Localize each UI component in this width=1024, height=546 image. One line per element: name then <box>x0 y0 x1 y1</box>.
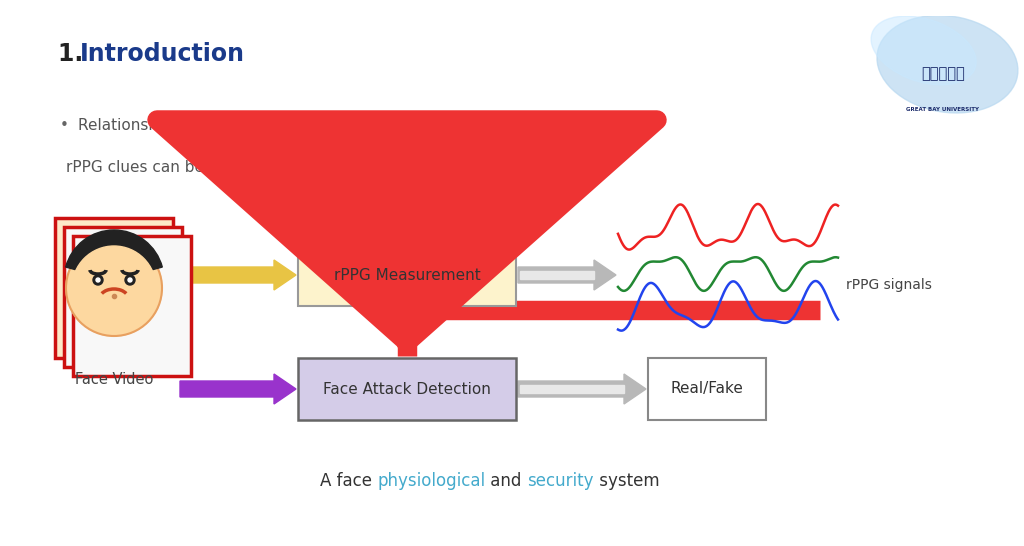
FancyBboxPatch shape <box>55 218 173 358</box>
Circle shape <box>66 240 162 336</box>
FancyBboxPatch shape <box>63 227 182 367</box>
Circle shape <box>72 246 156 330</box>
Text: GREAT BAY UNIVERSITY: GREAT BAY UNIVERSITY <box>906 106 979 112</box>
Text: physiological: physiological <box>377 472 485 490</box>
FancyArrow shape <box>520 385 624 393</box>
Text: Real/Fake: Real/Fake <box>671 382 743 396</box>
Text: system: system <box>594 472 659 490</box>
Text: 大湾区大学: 大湾区大学 <box>921 66 965 81</box>
Text: and: and <box>401 118 435 133</box>
Text: Relationship between rPPG measurement: Relationship between rPPG measurement <box>78 118 401 133</box>
Circle shape <box>125 275 135 285</box>
Text: security: security <box>527 472 594 490</box>
FancyBboxPatch shape <box>298 358 516 420</box>
Text: Introduction: Introduction <box>80 42 245 66</box>
Text: Face Attack Detection: Face Attack Detection <box>323 382 490 396</box>
FancyArrow shape <box>520 271 594 279</box>
FancyArrow shape <box>518 374 646 404</box>
Text: face attack detection: face attack detection <box>435 118 598 133</box>
Text: •: • <box>60 118 69 133</box>
Wedge shape <box>66 230 162 280</box>
Text: rPPG clues can be used for reliable face attack detection.: rPPG clues can be used for reliable face… <box>66 160 507 175</box>
FancyBboxPatch shape <box>648 358 766 420</box>
FancyBboxPatch shape <box>73 236 191 376</box>
FancyArrow shape <box>180 260 296 290</box>
FancyArrow shape <box>518 260 616 290</box>
Text: rPPG Measurement: rPPG Measurement <box>334 268 480 282</box>
Text: A face: A face <box>319 472 377 490</box>
Ellipse shape <box>871 16 976 85</box>
FancyArrow shape <box>180 374 296 404</box>
Circle shape <box>93 275 103 285</box>
Circle shape <box>128 278 132 282</box>
Text: Face Video: Face Video <box>75 372 154 387</box>
FancyBboxPatch shape <box>298 244 516 306</box>
Text: 1.: 1. <box>58 42 91 66</box>
Ellipse shape <box>877 15 1018 113</box>
Text: and: and <box>485 472 527 490</box>
Text: rPPG signals: rPPG signals <box>846 278 932 292</box>
Circle shape <box>96 278 100 282</box>
